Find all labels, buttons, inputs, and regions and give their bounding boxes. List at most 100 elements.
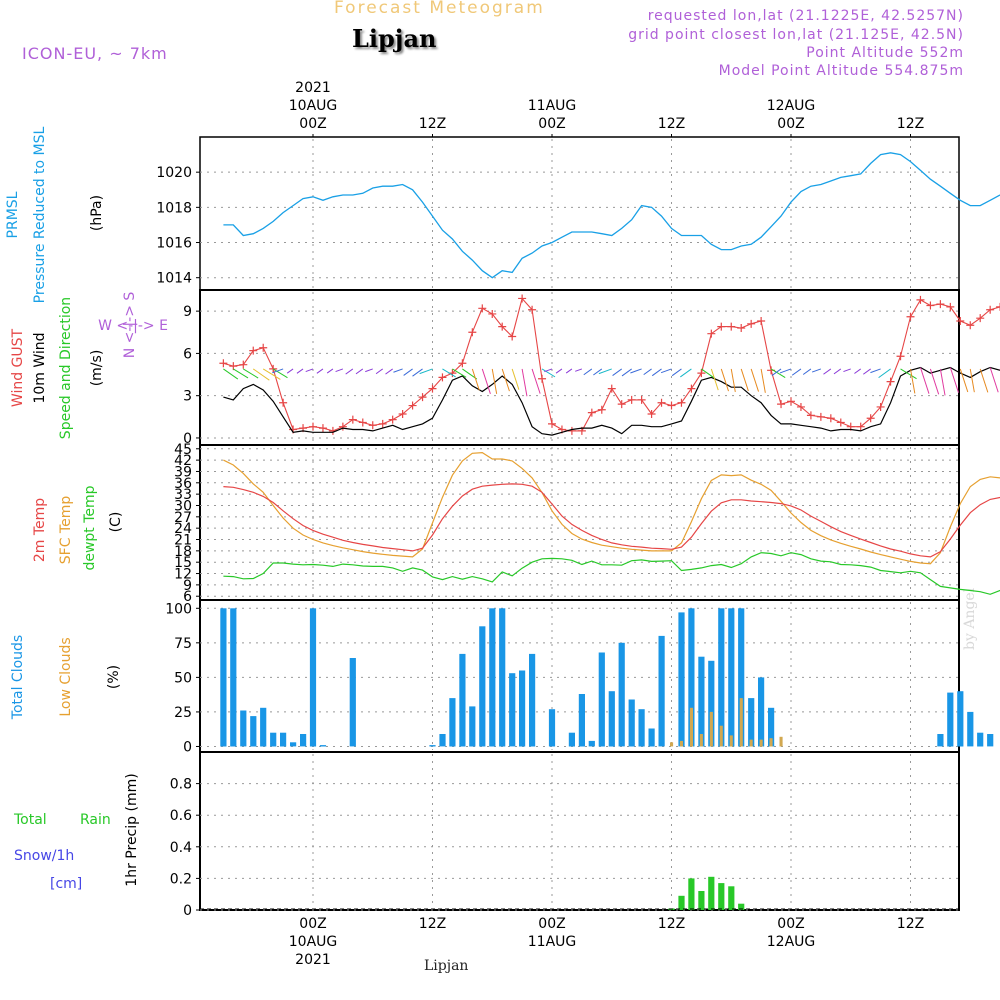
total-cloud-bar xyxy=(947,692,954,747)
total-cloud-bar xyxy=(429,745,436,747)
total-cloud-bar xyxy=(309,608,317,747)
total-cloud-bar xyxy=(240,710,247,747)
wind-gust-marker xyxy=(697,369,706,378)
wind-gust-marker xyxy=(657,398,666,407)
wind-gust-marker xyxy=(528,305,537,314)
wind-direction-arrow xyxy=(345,368,354,375)
y-tick-label: 0.6 xyxy=(170,808,192,824)
wind-gust-marker xyxy=(717,322,726,331)
total-cloud-bar xyxy=(688,608,695,747)
wind-direction-arrow xyxy=(393,368,403,373)
wind-direction-arrow xyxy=(900,368,917,380)
temp-unit: (C) xyxy=(108,512,124,533)
y-tick-label: 0 xyxy=(183,903,192,919)
wind-gust-marker xyxy=(787,397,795,406)
wind-direction-arrow xyxy=(252,368,270,381)
wind-direction-arrow xyxy=(335,368,344,373)
wind-direction-arrow xyxy=(511,368,520,390)
low-cloud-bar xyxy=(679,740,683,747)
wind-gust-marker xyxy=(279,398,288,407)
total-cloud-bar xyxy=(439,734,446,747)
wind-direction-arrow xyxy=(419,368,433,375)
requested-coordinates: requested lon,lat (21.1225E, 42.5257N) xyxy=(647,8,964,24)
precip-panel-frame xyxy=(199,751,960,911)
wind-direction-arrow xyxy=(583,368,593,376)
y-tick-label: 21 xyxy=(174,533,192,549)
wind-gust-marker xyxy=(607,384,616,393)
total-cloud-bar xyxy=(220,608,227,747)
wind-gust-marker xyxy=(966,321,975,330)
rain-bar xyxy=(738,903,745,910)
wind-gust-marker xyxy=(318,424,327,433)
total-cloud-bar xyxy=(300,734,307,747)
y-tick-label: 3 xyxy=(183,389,192,405)
wind-direction-arrow xyxy=(969,368,975,393)
total-cloud-bar xyxy=(618,642,625,747)
temp-panel-frame xyxy=(199,444,960,601)
rain-bar xyxy=(718,883,725,910)
temp-2m-line xyxy=(223,483,1000,558)
wind-gust-marker xyxy=(478,304,487,313)
point-altitude: Point Altitude 552m xyxy=(806,45,964,61)
total-cloud-bar xyxy=(349,658,356,747)
total-cloud-bar xyxy=(738,608,745,747)
y-tick-label: 6 xyxy=(183,346,192,362)
wind-direction-arrow xyxy=(989,367,999,393)
low-cloud-bar xyxy=(670,742,674,747)
y-tick-label: 27 xyxy=(174,510,192,526)
precip-snow-label: Snow/1h xyxy=(14,848,74,864)
wind-gust-label: Wind GUST xyxy=(10,328,26,407)
wind-direction-arrow xyxy=(910,368,916,394)
top-time-label: 00Z xyxy=(299,116,326,132)
y-tick-label: 1020 xyxy=(156,165,192,181)
total-cloud-bar xyxy=(937,734,944,747)
wind-gust-marker xyxy=(538,374,547,383)
wind-gust-marker xyxy=(737,324,746,333)
top-time-label: 2021 xyxy=(295,80,331,96)
y-tick-label: 0.2 xyxy=(170,871,192,887)
wind-direction-arrow xyxy=(565,368,573,374)
low-cloud-bar xyxy=(769,738,773,747)
bottom-time-label: 00Z xyxy=(538,916,565,932)
wind-10m-label: 10m Wind xyxy=(32,332,48,403)
wind-direction-arrow xyxy=(750,368,760,392)
total-cloud-bar xyxy=(319,745,327,747)
wind-direction-arrow xyxy=(471,368,480,391)
total-cloud-bar xyxy=(250,716,257,747)
y-tick-label: 0 xyxy=(183,739,192,755)
wind-direction-arrow xyxy=(959,368,969,393)
low-cloud-bar xyxy=(759,739,763,747)
total-cloud-bar xyxy=(758,677,765,747)
wind-gust-marker xyxy=(468,328,477,337)
wind-gust-marker xyxy=(996,302,1000,311)
y-tick-label: 45 xyxy=(174,442,192,458)
wind-direction-arrow xyxy=(630,368,642,374)
y-tick-label: 12 xyxy=(174,567,192,583)
y-tick-label: 25 xyxy=(174,705,192,721)
total-cloud-bar xyxy=(270,732,277,747)
y-tick-label: 1018 xyxy=(156,200,192,216)
wind-gust-marker xyxy=(498,322,507,331)
wind-gust-marker xyxy=(259,343,268,352)
total-clouds-label: Total Clouds xyxy=(10,635,26,720)
bottom-time-label: 00Z xyxy=(777,916,804,932)
model-point-altitude: Model Point Altitude 554.875m xyxy=(718,63,964,79)
wind-direction-arrow xyxy=(740,368,749,392)
wind-gust-marker xyxy=(886,377,895,386)
total-cloud-bar xyxy=(648,728,655,747)
wind-gust-marker xyxy=(398,410,407,418)
bottom-time-label: 11AUG xyxy=(528,934,577,950)
wind-gust-marker xyxy=(368,421,377,430)
wind-gust-marker xyxy=(548,419,556,428)
wind-gust-marker xyxy=(518,294,527,303)
total-cloud-bar xyxy=(529,653,536,747)
pressure-line xyxy=(223,152,1000,279)
wind-gust-marker xyxy=(587,408,596,417)
wind-direction-arrow xyxy=(442,368,456,378)
wind-direction-arrow xyxy=(651,368,662,377)
y-tick-label: 100 xyxy=(165,601,192,617)
wind-gust-marker xyxy=(826,414,835,423)
rain-bar xyxy=(708,876,715,910)
top-time-label: 12Z xyxy=(897,116,924,132)
rain-bar xyxy=(728,886,735,910)
